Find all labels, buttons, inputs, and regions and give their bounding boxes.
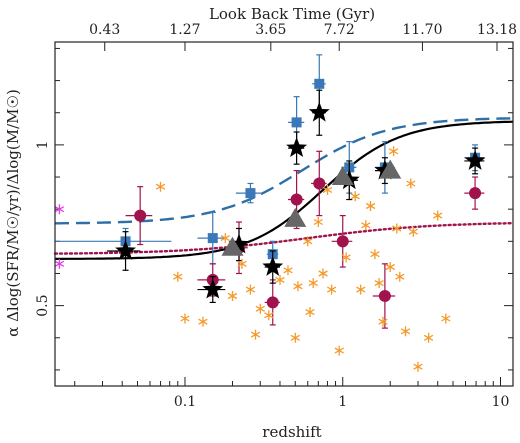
point-asterisk	[54, 258, 65, 269]
point-asterisk	[303, 236, 313, 247]
top-tick-label: 7.72	[324, 22, 355, 38]
curve-dashed	[55, 117, 514, 225]
point-asterisk	[290, 332, 300, 343]
point-asterisk	[198, 316, 208, 327]
point-asterisk	[378, 316, 388, 327]
axis-ticks: 0.1 1 10 0.5 1 0.43 1.27 3.65 7.72 11.70 13.18	[35, 22, 517, 410]
point-asterisk	[365, 201, 376, 211]
point-star	[202, 278, 224, 299]
point-star	[308, 101, 330, 122]
point-asterisk	[155, 181, 166, 192]
point-circle	[266, 296, 279, 309]
curve-dotted	[53, 222, 515, 255]
plot-frame	[54, 41, 514, 387]
point-asterisk	[227, 291, 238, 301]
y-tick-label: 1	[35, 140, 51, 149]
point-asterisk	[423, 332, 434, 343]
point-triangle	[284, 207, 307, 227]
y-axis-title: α Δlog(SFR/M☉/yr)/Δlog(M/M☉)	[4, 89, 22, 337]
point-asterisk	[173, 271, 183, 282]
top-tick-label: 1.27	[169, 22, 200, 38]
x-tick-label: 0.1	[174, 394, 196, 410]
point-circle	[336, 235, 349, 248]
point-asterisk	[334, 345, 344, 356]
point-triangle	[331, 166, 354, 186]
point-asterisk	[361, 220, 371, 231]
point-circle	[313, 177, 326, 190]
x-tick-label: 10	[492, 394, 510, 410]
y-tick-label: 0.5	[35, 294, 51, 316]
point-asterisk	[395, 271, 405, 282]
point-circle	[469, 187, 482, 200]
point-asterisk	[305, 307, 315, 318]
point-star	[262, 256, 284, 276]
point-asterisk	[54, 204, 65, 215]
point-asterisk	[406, 178, 416, 189]
point-asterisk	[441, 313, 451, 324]
point-circle	[378, 289, 391, 302]
x-axis-title: redshift	[262, 423, 321, 441]
top-tick-label: 11.70	[402, 22, 442, 38]
point-asterisk	[250, 329, 261, 340]
point-asterisk	[275, 274, 285, 285]
top-tick-label: 13.18	[477, 22, 517, 38]
point-asterisk	[255, 303, 265, 314]
point-asterisk	[322, 184, 333, 195]
point-triangle	[221, 236, 244, 256]
data-points	[54, 54, 486, 372]
point-asterisk	[245, 284, 256, 295]
point-asterisk	[237, 258, 247, 269]
point-asterisk	[413, 361, 423, 372]
point-asterisk	[341, 252, 351, 263]
point-square	[245, 188, 256, 199]
point-circle	[290, 193, 303, 206]
point-asterisk	[385, 262, 395, 272]
point-asterisk	[433, 210, 443, 221]
point-asterisk	[326, 284, 337, 295]
point-asterisk	[388, 146, 399, 157]
point-star	[115, 240, 136, 260]
point-asterisk	[308, 278, 318, 289]
top-tick-label: 0.43	[89, 22, 120, 38]
point-asterisk	[180, 313, 190, 324]
point-star	[464, 150, 486, 170]
point-asterisk	[350, 191, 360, 202]
point-asterisk	[356, 284, 366, 295]
x-tick-label: 1	[338, 394, 347, 410]
point-square	[291, 117, 302, 128]
point-asterisk	[313, 217, 323, 227]
top-axis-title: Look Back Time (Gyr)	[209, 5, 375, 23]
point-circle	[134, 209, 147, 222]
point-asterisk	[264, 310, 274, 321]
point-asterisk	[408, 226, 418, 237]
point-asterisk	[283, 265, 293, 276]
point-asterisk	[318, 268, 328, 279]
point-square	[207, 233, 218, 244]
point-asterisk	[220, 233, 230, 244]
point-asterisk	[293, 281, 303, 292]
top-tick-label: 3.65	[255, 22, 286, 38]
point-asterisk	[374, 278, 384, 289]
point-star	[286, 137, 308, 157]
point-asterisk	[370, 249, 380, 260]
point-star	[228, 233, 250, 254]
point-square	[314, 78, 325, 89]
point-asterisk	[392, 223, 402, 234]
point-asterisk	[400, 326, 411, 337]
point-triangle	[379, 159, 402, 179]
